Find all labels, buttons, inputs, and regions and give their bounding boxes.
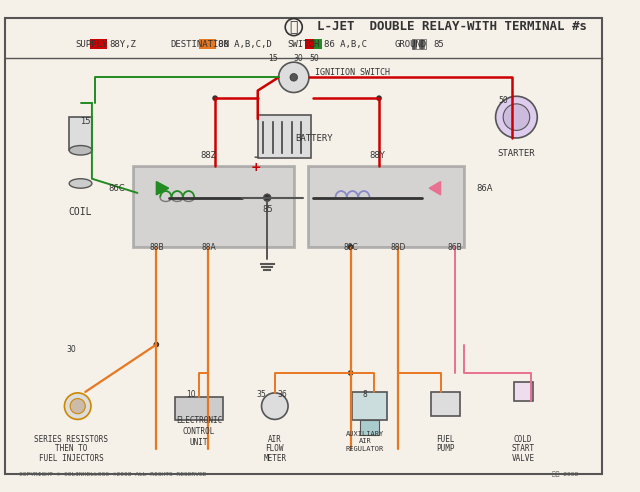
Text: COIL: COIL <box>68 207 92 217</box>
Text: 8: 8 <box>362 390 367 400</box>
Text: 88Y: 88Y <box>369 151 385 160</box>
Circle shape <box>290 73 298 81</box>
Text: FUEL: FUEL <box>436 435 454 444</box>
Text: 86C: 86C <box>108 184 125 193</box>
Bar <box>420 39 422 49</box>
Text: 10: 10 <box>187 390 196 400</box>
Text: IGNITION SWITCH: IGNITION SWITCH <box>315 68 390 77</box>
Text: L-JET  DOUBLE RELAY-WITH TERMINAL #s: L-JET DOUBLE RELAY-WITH TERMINAL #s <box>317 20 588 32</box>
Text: 88A: 88A <box>201 243 216 252</box>
Circle shape <box>154 342 159 347</box>
Circle shape <box>278 62 309 92</box>
Text: 30: 30 <box>66 345 76 354</box>
Text: 50: 50 <box>310 54 319 63</box>
Text: COLD: COLD <box>514 435 532 444</box>
Polygon shape <box>429 182 440 195</box>
Text: AUXILIARY
AIR
REGULATOR: AUXILIARY AIR REGULATOR <box>346 430 384 452</box>
Bar <box>412 39 415 49</box>
Text: START: START <box>511 444 534 453</box>
Text: 15: 15 <box>80 118 90 126</box>
Text: 86B: 86B <box>447 243 462 252</box>
Text: FLOW: FLOW <box>266 444 284 453</box>
Text: 85: 85 <box>262 205 273 214</box>
Text: FUEL INJECTORS: FUEL INJECTORS <box>38 454 104 463</box>
Text: SERIES RESISTORS: SERIES RESISTORS <box>34 435 108 444</box>
Text: BATTERY: BATTERY <box>296 134 333 144</box>
Bar <box>90 39 107 49</box>
Polygon shape <box>156 182 169 195</box>
Text: GROUND: GROUND <box>394 40 426 49</box>
Text: Ⓛ: Ⓛ <box>289 20 298 34</box>
Text: 88D: 88D <box>390 243 406 252</box>
Circle shape <box>212 95 218 101</box>
Text: -: - <box>253 152 259 164</box>
Text: THEN TO: THEN TO <box>55 444 87 453</box>
Circle shape <box>348 244 353 250</box>
Bar <box>416 39 419 49</box>
Bar <box>431 392 460 416</box>
Text: 30: 30 <box>294 54 303 63</box>
Text: SWITCH: SWITCH <box>287 40 319 49</box>
Text: SUPPLY: SUPPLY <box>76 40 108 49</box>
Ellipse shape <box>69 146 92 155</box>
Text: COPYRIGHT © COLINKELLOGG ©2008 ALL RIGHTS RESERVED: COPYRIGHT © COLINKELLOGG ©2008 ALL RIGHT… <box>19 472 207 477</box>
Text: STARTER: STARTER <box>498 149 535 157</box>
Text: AIR: AIR <box>268 435 282 444</box>
Circle shape <box>503 104 530 130</box>
Text: 36: 36 <box>278 390 287 400</box>
Circle shape <box>65 393 91 419</box>
Text: VALVE: VALVE <box>511 454 534 463</box>
Circle shape <box>495 96 537 138</box>
Circle shape <box>376 95 382 101</box>
Text: DESTINATION: DESTINATION <box>171 40 230 49</box>
Bar <box>305 39 314 49</box>
Bar <box>424 39 426 49</box>
Bar <box>353 392 387 420</box>
Text: 50: 50 <box>499 95 508 105</box>
Text: ⒷⒶ 2008: ⒷⒶ 2008 <box>552 471 578 477</box>
Bar <box>360 420 379 434</box>
Text: +: + <box>250 161 261 174</box>
Bar <box>314 39 322 49</box>
Text: 85: 85 <box>433 40 444 49</box>
Bar <box>258 115 311 158</box>
Text: 88 A,B,C,D: 88 A,B,C,D <box>218 40 272 49</box>
Text: 15: 15 <box>268 54 278 63</box>
Bar <box>69 117 92 150</box>
FancyBboxPatch shape <box>132 166 294 247</box>
Text: 86 A,B,C: 86 A,B,C <box>324 40 367 49</box>
Ellipse shape <box>69 179 92 188</box>
Circle shape <box>70 399 85 414</box>
Circle shape <box>262 393 288 419</box>
Bar <box>513 382 532 401</box>
Circle shape <box>348 370 353 376</box>
Text: PUMP: PUMP <box>436 444 454 453</box>
Bar <box>199 39 216 49</box>
Text: ELECTRONIC
CONTROL
UNIT: ELECTRONIC CONTROL UNIT <box>176 416 222 447</box>
Text: 88Z: 88Z <box>200 151 217 160</box>
FancyBboxPatch shape <box>308 166 464 247</box>
Circle shape <box>264 194 271 201</box>
Text: METER: METER <box>263 454 286 463</box>
Bar <box>175 397 223 420</box>
Text: 88C: 88C <box>343 243 358 252</box>
Text: 88Y,Z: 88Y,Z <box>109 40 136 49</box>
Circle shape <box>264 195 270 201</box>
Text: 86A: 86A <box>477 184 493 193</box>
Text: 88B: 88B <box>149 243 164 252</box>
Text: 35: 35 <box>257 390 266 400</box>
